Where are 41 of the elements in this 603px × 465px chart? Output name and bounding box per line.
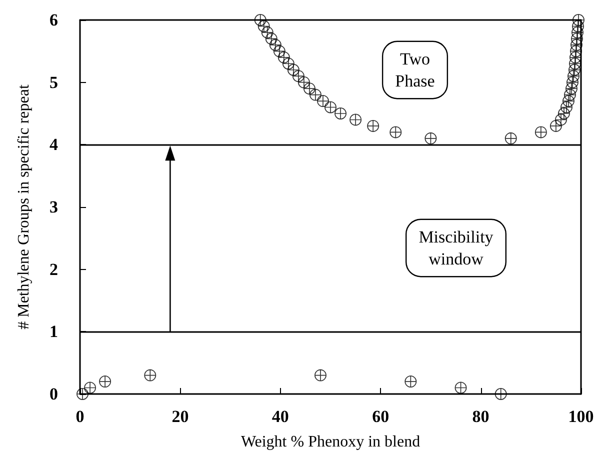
- annotation: Two Phase: [395, 50, 435, 90]
- point: [144, 369, 156, 382]
- point: [309, 88, 322, 101]
- point: [314, 369, 326, 382]
- x-tick-label: 100: [568, 407, 594, 426]
- point: [534, 126, 547, 138]
- y-tick-label: 6: [50, 10, 58, 30]
- y-tick-label: 3: [50, 198, 58, 216]
- point: [254, 14, 266, 26]
- y-tick-label: 5: [50, 72, 58, 92]
- point: [334, 108, 347, 120]
- point: [350, 114, 362, 126]
- point: [424, 132, 437, 144]
- point: [99, 376, 112, 388]
- point: [560, 101, 572, 114]
- point: [494, 388, 507, 400]
- y-axis-title: # Methylene Groups in specific repeat: [16, 84, 32, 330]
- x-tick-label: 40: [272, 407, 289, 426]
- point: [316, 95, 329, 108]
- point: [390, 126, 402, 138]
- x-tick-label: 80: [472, 407, 490, 426]
- point: [404, 376, 417, 388]
- point: [572, 14, 584, 26]
- y-tick-label: 0: [50, 384, 58, 404]
- point: [504, 132, 517, 144]
- y-tick-label: 4: [50, 135, 58, 154]
- x-tick-label: 20: [172, 407, 189, 426]
- x-tick-label: 60: [372, 407, 390, 426]
- y-tick-label: 1: [50, 322, 58, 342]
- point: [367, 120, 380, 132]
- annotation: Miscibility window: [418, 228, 494, 268]
- point: [303, 82, 316, 95]
- point: [324, 101, 336, 114]
- y-tick-label: 2: [50, 260, 58, 279]
- x-tick-label: 0: [76, 407, 84, 426]
- point: [261, 26, 274, 38]
- point: [566, 76, 578, 88]
- point: [84, 382, 96, 394]
- point: [558, 108, 570, 120]
- x-axis-title: Weight % Phenoxy in blend: [240, 434, 420, 450]
- point: [292, 70, 304, 82]
